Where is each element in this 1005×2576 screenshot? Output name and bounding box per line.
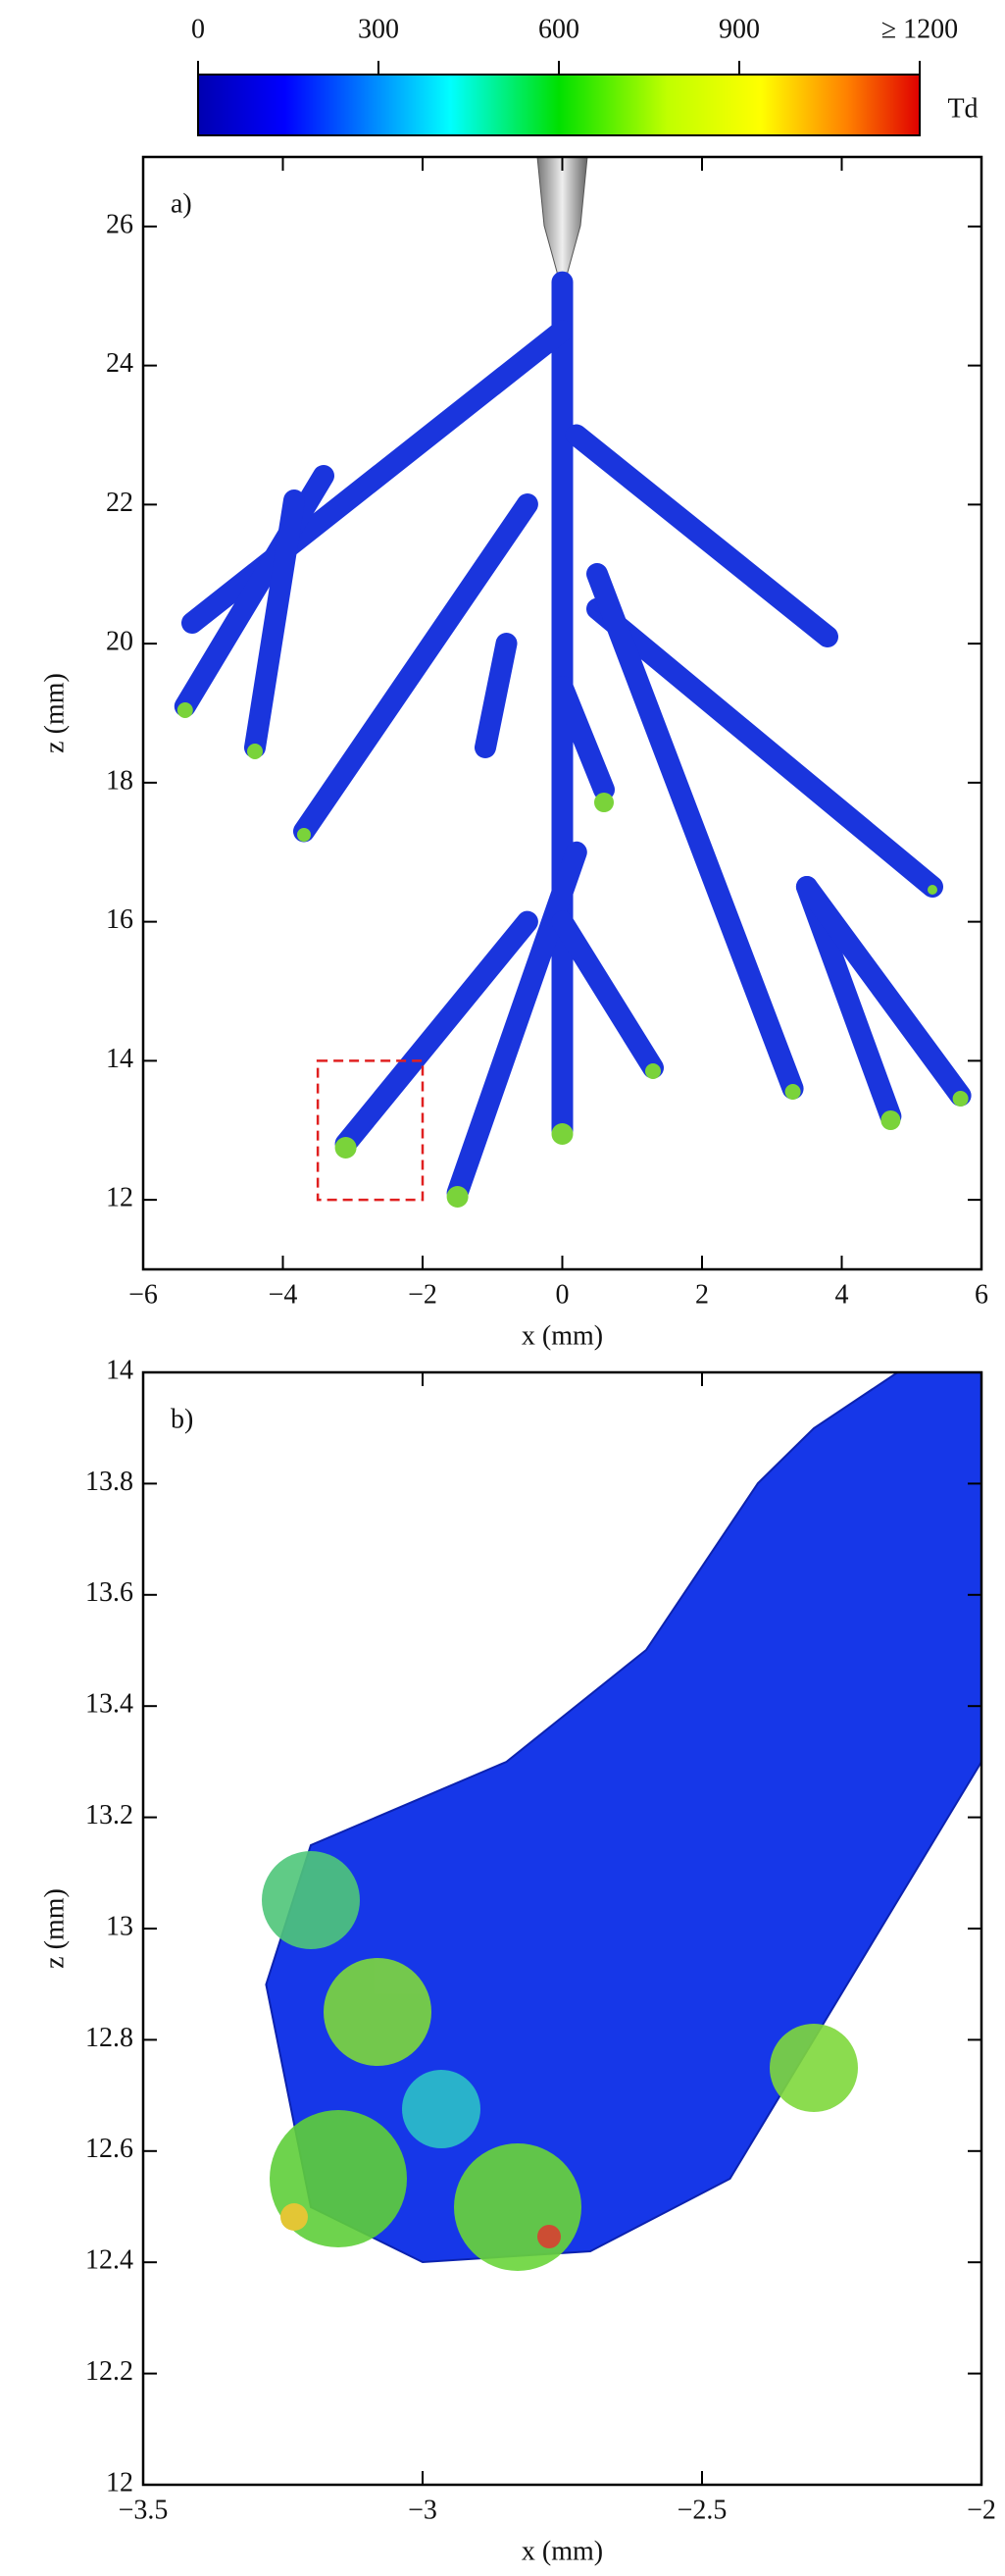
x-tick-label: −4 [269,1279,298,1310]
y-tick-label: 16 [106,904,133,935]
x-tick-label: 4 [835,1279,849,1310]
colorbar-tick-label: 600 [538,14,579,44]
x-tick-label: −3 [408,2495,437,2525]
y-tick-label: 14 [106,1355,133,1385]
panel-label: a) [171,188,192,219]
y-tick-label: 12.2 [85,2356,133,2387]
streamer-render [174,156,972,1208]
y-tick-label: 18 [106,765,133,796]
x-tick-label: −2.5 [678,2495,728,2525]
x-tick-label: −2 [408,1279,437,1310]
y-tick-label: 24 [106,348,133,379]
x-tick-label: 2 [695,1279,709,1310]
x-axis-label: x (mm) [522,2536,603,2566]
y-tick-label: 13 [106,1911,133,1941]
panel-label: b) [171,1404,193,1434]
colorbar-tick-label: ≥ 1200 [881,14,958,44]
x-tick-label: −3.5 [119,2495,169,2525]
y-tick-label: 20 [106,627,133,657]
y-tick-label: 22 [106,488,133,518]
y-tick-label: 13.2 [85,1800,133,1830]
y-tick-label: 14 [106,1044,133,1074]
y-tick-label: 12 [106,1183,133,1213]
x-tick-label: −2 [967,2495,996,2525]
colorbar-unit: Td [947,93,978,124]
x-tick-label: −6 [128,1279,158,1310]
y-tick-label: 13.4 [85,1689,133,1720]
colorbar-tick-label: 300 [358,14,399,44]
highlight-box [316,1059,425,1202]
x-tick-label: 6 [975,1279,988,1310]
y-axis-label: z (mm) [39,673,70,753]
y-tick-label: 12.6 [85,2134,133,2164]
colorbar-tick-label: 900 [719,14,760,44]
y-tick-label: 12.4 [85,2245,133,2276]
x-axis-label: x (mm) [522,1320,603,1351]
colorbar-tick-label: 0 [191,14,205,44]
colorbar-gradient [198,75,920,135]
y-tick-label: 13.8 [85,1467,133,1497]
y-tick-label: 26 [106,209,133,239]
x-tick-label: 0 [556,1279,570,1310]
y-axis-label: z (mm) [39,1888,70,1969]
y-tick-label: 13.6 [85,1577,133,1608]
streamer-zoom-render [262,1372,981,2271]
y-tick-label: 12 [106,2467,133,2498]
y-tick-label: 12.8 [85,2023,133,2053]
